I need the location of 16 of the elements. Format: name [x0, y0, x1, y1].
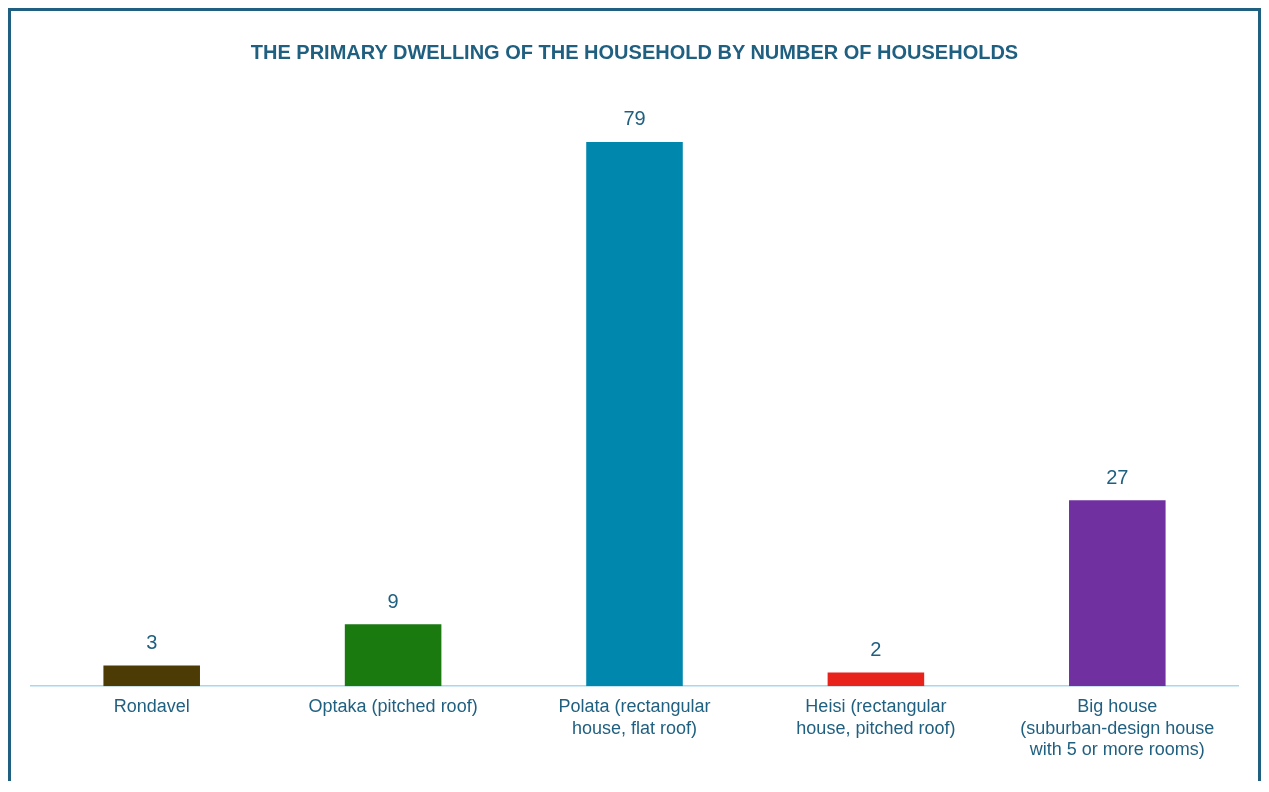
data-label: 3 [146, 631, 158, 654]
data-label: 2 [870, 637, 882, 660]
data-label: 79 [623, 107, 646, 130]
x-tick-label: Rondavel [113, 695, 190, 716]
x-tick-label: Heisi (rectangular house, pitched roof) [796, 695, 956, 738]
bar [586, 141, 683, 687]
bar [1069, 500, 1166, 687]
x-tick-label: Big house (suburban-design house with 5 or more rooms) [1020, 695, 1215, 760]
data-label: 9 [387, 589, 399, 612]
bar [344, 624, 442, 687]
bar [103, 665, 200, 687]
x-tick-label: Polata (rectangular house, flat roof) [558, 695, 711, 738]
x-tick-label: Optaka (pitched roof) [308, 695, 478, 716]
chart-title: THE PRIMARY DWELLING OF THE HOUSEHOLD BY NUMBER OF HOUSEHOLDS [250, 40, 1019, 63]
data-label: 27 [1106, 465, 1129, 488]
bar [827, 672, 925, 687]
